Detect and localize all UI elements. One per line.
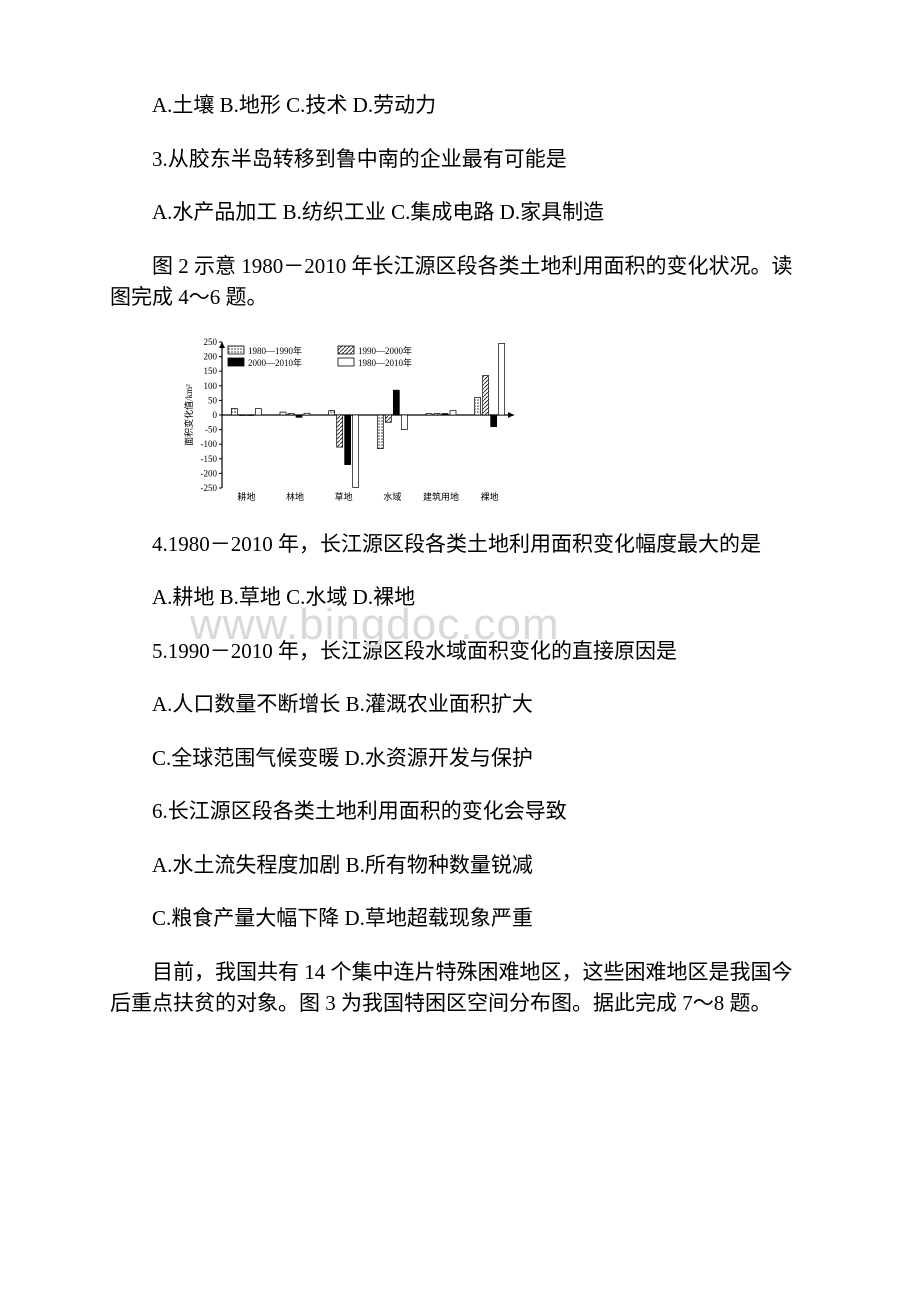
svg-text:-200: -200	[201, 468, 218, 478]
svg-text:-150: -150	[201, 453, 218, 463]
svg-text:-50: -50	[205, 424, 217, 434]
intro-fig2: 图 2 示意 1980－2010 年长江源区段各类土地利用面积的变化状况。读图完…	[110, 251, 810, 314]
svg-text:建筑用地: 建筑用地	[423, 491, 459, 502]
svg-text:200: 200	[204, 351, 218, 361]
q5-stem: 5.1990－2010 年，长江源区段水域面积变化的直接原因是	[110, 636, 810, 668]
intro-fig3: 目前，我国共有 14 个集中连片特殊困难地区，这些困难地区是我国今后重点扶贫的对…	[110, 957, 810, 1020]
q2-options: A.土壤 B.地形 C.技术 D.劳动力	[110, 90, 810, 122]
q3-options: A.水产品加工 B.纺织工业 C.集成电路 D.家具制造	[110, 197, 810, 229]
q4-options: A.耕地 B.草地 C.水域 D.裸地	[110, 582, 810, 614]
svg-text:250: 250	[204, 337, 218, 347]
svg-text:1980—1990年: 1980—1990年	[248, 345, 302, 356]
q5-options-ab: A.人口数量不断增长 B.灌溉农业面积扩大	[110, 689, 810, 721]
q6-options-cd: C.粮食产量大幅下降 D.草地超载现象严重	[110, 903, 810, 935]
svg-text:150: 150	[204, 366, 218, 376]
q6-options-ab: A.水土流失程度加剧 B.所有物种数量锐减	[110, 850, 810, 882]
svg-text:-250: -250	[201, 483, 218, 493]
svg-text:2000—2010年: 2000—2010年	[248, 357, 302, 368]
svg-text:50: 50	[208, 395, 218, 405]
svg-text:-100: -100	[201, 439, 218, 449]
q5-options-cd: C.全球范围气候变暖 D.水资源开发与保护	[110, 743, 810, 775]
svg-text:100: 100	[204, 380, 218, 390]
svg-text:1990—2000年: 1990—2000年	[358, 345, 412, 356]
svg-text:裸地: 裸地	[481, 491, 499, 502]
svg-text:1980—2010年: 1980—2010年	[358, 357, 412, 368]
svg-text:0: 0	[213, 410, 218, 420]
svg-text:耕地: 耕地	[237, 491, 255, 502]
q3-stem: 3.从胶东半岛转移到鲁中南的企业最有可能是	[110, 144, 810, 176]
q6-stem: 6.长江源区段各类土地利用面积的变化会导致	[110, 796, 810, 828]
q4-stem: 4.1980－2010 年，长江源区段各类土地利用面积变化幅度最大的是	[110, 529, 810, 561]
svg-text:草地: 草地	[335, 491, 353, 502]
svg-text:林地: 林地	[286, 491, 304, 502]
svg-text:水域: 水域	[383, 491, 401, 502]
svg-text:面积变化值/km²: 面积变化值/km²	[183, 383, 194, 445]
figure-2-chart: -250 -200 -150 -100 -50 0 50 100 150 200 250 面积变化值/…	[180, 336, 810, 511]
